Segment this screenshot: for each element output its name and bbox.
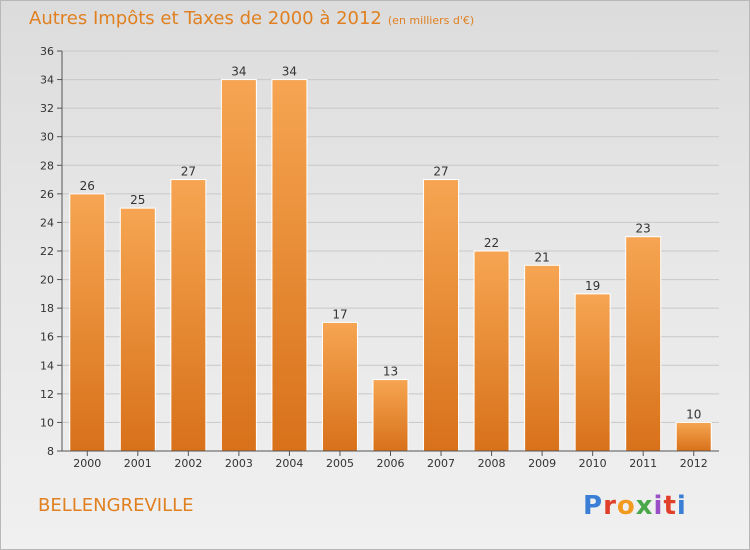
y-tick-label: 34 xyxy=(40,74,54,87)
data-label: 27 xyxy=(181,165,196,179)
x-tick-label: 2009 xyxy=(528,457,556,470)
bar-2007 xyxy=(423,179,460,452)
data-label: 21 xyxy=(534,250,549,264)
axes: 8 10 12 14 16 18 20 22 24 26 28 30 32 34 36 2000 2001 200… xyxy=(40,45,719,470)
x-tick-label: 2008 xyxy=(478,457,506,470)
x-tick-label: 2011 xyxy=(629,457,657,470)
y-tick-label: 22 xyxy=(40,245,54,258)
x-tick-label: 2006 xyxy=(377,457,405,470)
chart-unit: (en milliers d'€) xyxy=(387,14,475,27)
x-tick-label: 2007 xyxy=(427,457,455,470)
x-tick-label: 2004 xyxy=(275,457,303,470)
x-tick-label: 2002 xyxy=(174,457,202,470)
y-tick-label: 16 xyxy=(40,331,54,344)
bar-2003 xyxy=(220,79,257,452)
data-label: 34 xyxy=(231,65,246,79)
chart-title: Autres Impôts et Taxes de 2000 à 2012 (en… xyxy=(29,8,474,29)
bar-2010 xyxy=(574,293,611,452)
x-tick-label: 2000 xyxy=(73,457,101,470)
bar-2008 xyxy=(473,250,510,452)
logo-letter: i xyxy=(653,491,664,521)
y-tick-label: 8 xyxy=(47,445,54,458)
logo-letter: t xyxy=(663,491,677,521)
data-label: 34 xyxy=(282,65,297,79)
town-name: BELLENGREVILLE xyxy=(38,495,194,516)
y-tick-label: 30 xyxy=(40,131,54,144)
y-tick-label: 36 xyxy=(40,45,54,58)
bar-2004 xyxy=(271,79,308,452)
x-tick-label: 2010 xyxy=(579,457,607,470)
bar-2009 xyxy=(524,264,561,452)
bar-2011 xyxy=(625,236,662,452)
y-tick-label: 20 xyxy=(40,274,54,287)
y-tick-label: 10 xyxy=(40,416,54,429)
bar-2012 xyxy=(675,421,712,452)
bar-2006 xyxy=(372,379,409,452)
data-label: 22 xyxy=(484,236,499,250)
logo-letter: P xyxy=(583,491,604,521)
logo-letter: o xyxy=(616,491,636,521)
y-tick-label: 12 xyxy=(40,388,54,401)
logo-letter: i xyxy=(676,491,687,521)
x-tick-label: 2003 xyxy=(225,457,253,470)
proxiti-logo[interactable]: Proxiti xyxy=(583,491,687,521)
data-label: 10 xyxy=(686,407,701,421)
data-label: 26 xyxy=(80,179,95,193)
data-label: 19 xyxy=(585,279,600,293)
bar-2002 xyxy=(170,179,207,452)
bars: 26 25 27 34 34 17 13 27 22 21 19 23 10 xyxy=(69,65,712,452)
logo-letter: r xyxy=(603,491,617,521)
bar-2000 xyxy=(69,193,106,452)
y-tick-label: 14 xyxy=(40,359,54,372)
logo-letter: x xyxy=(635,491,654,521)
bar-2001 xyxy=(119,207,156,452)
y-tick-label: 28 xyxy=(40,159,54,172)
chart-title-text: Autres Impôts et Taxes de 2000 à 2012 xyxy=(29,8,382,29)
bar-chart: 26 25 27 34 34 17 13 27 22 21 19 23 10 8 10 12 14 16 18 20… xyxy=(40,45,719,470)
y-tick-label: 18 xyxy=(40,302,54,315)
data-label: 25 xyxy=(130,193,145,207)
bar-2005 xyxy=(321,321,358,452)
x-tick-label: 2005 xyxy=(326,457,354,470)
data-label: 13 xyxy=(383,365,398,379)
data-label: 17 xyxy=(332,307,347,321)
data-label: 23 xyxy=(636,222,651,236)
x-tick-label: 2012 xyxy=(680,457,708,470)
y-tick-label: 26 xyxy=(40,188,54,201)
x-tick-label: 2001 xyxy=(124,457,152,470)
y-tick-label: 24 xyxy=(40,216,54,229)
y-tick-label: 32 xyxy=(40,102,54,115)
data-label: 27 xyxy=(433,165,448,179)
